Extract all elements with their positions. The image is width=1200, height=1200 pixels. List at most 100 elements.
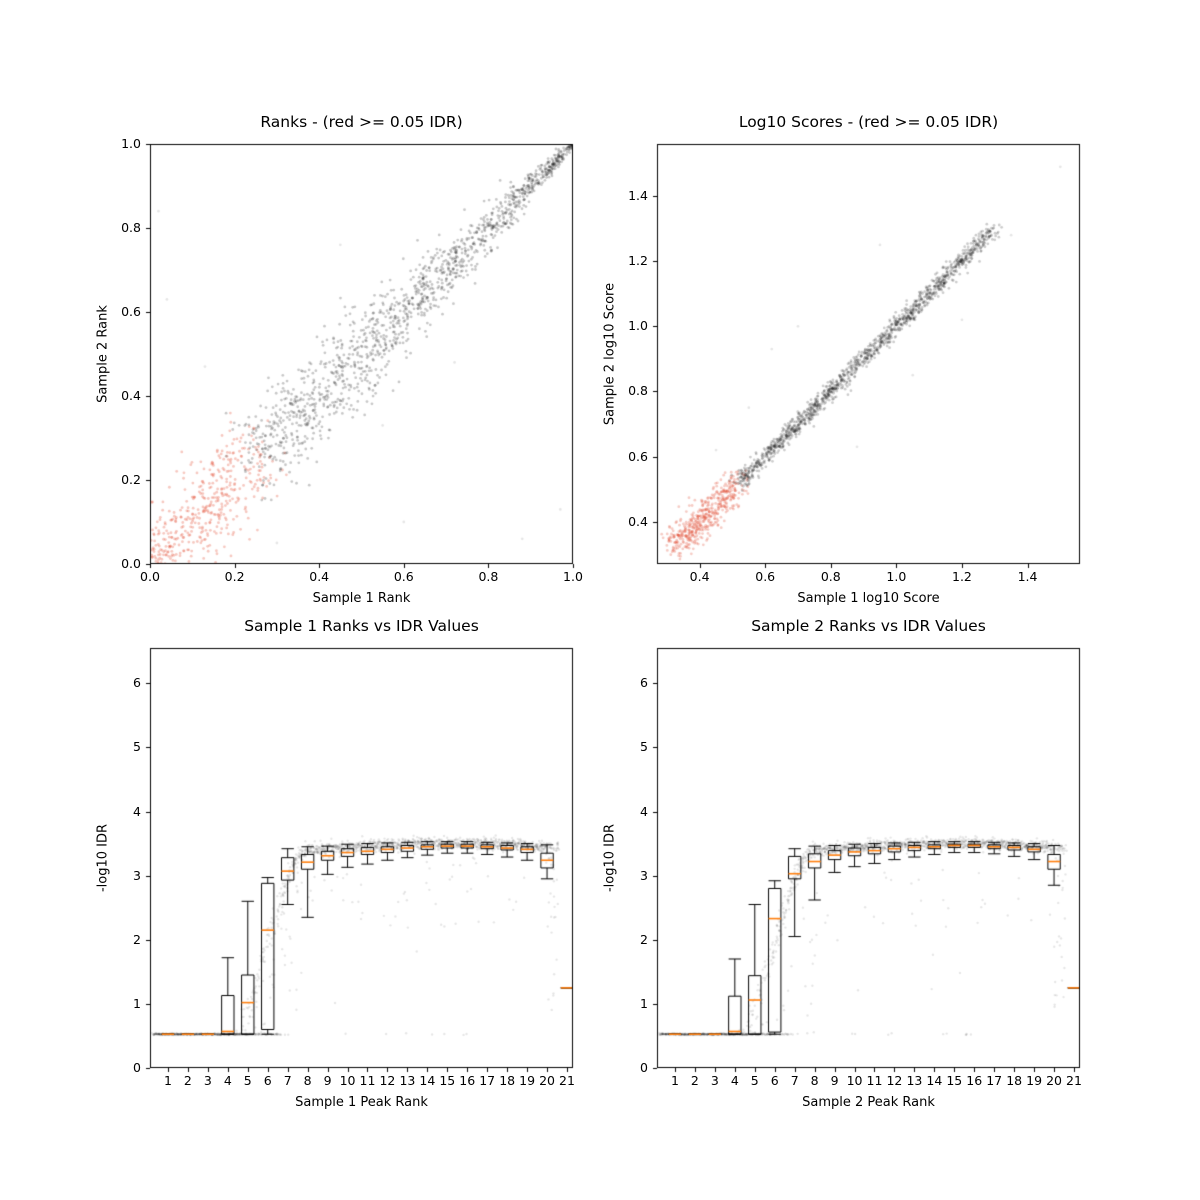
x-tick-label: 18 xyxy=(1006,1073,1023,1088)
x-tick-label: 15 xyxy=(946,1073,963,1088)
x-tick-label: 17 xyxy=(986,1073,1003,1088)
x-tick-label: 13 xyxy=(906,1073,923,1088)
x-tick-label: 9 xyxy=(830,1073,839,1088)
y-tick-label: 4 xyxy=(640,803,648,819)
y-tick-label: 1.2 xyxy=(628,252,648,268)
subplot-sample1-rank-vs-idr: Sample 1 Ranks vs IDR Values Sample 1 Pe… xyxy=(96,617,581,1110)
x-tick-label: 0.0 xyxy=(140,569,160,584)
y-tick-label: 0.6 xyxy=(121,303,141,319)
x-tick-label: 16 xyxy=(459,1073,476,1088)
y-tick-label: 1 xyxy=(640,995,648,1011)
y-tick-label: 0.2 xyxy=(121,471,141,487)
x-tick-label: 1.0 xyxy=(563,569,583,584)
y-tick-label: 5 xyxy=(133,739,141,755)
y-tick-label: 0 xyxy=(640,1059,648,1075)
x-tick-label: 5 xyxy=(750,1073,759,1088)
x-tick-label: 12 xyxy=(886,1073,903,1088)
x-tick-label: 18 xyxy=(499,1073,516,1088)
y-tick-label: 2 xyxy=(640,931,648,947)
y-axis-label-sample2-log10-score: Sample 2 log10 Score xyxy=(602,282,618,426)
subplot-sample2-rank-vs-idr: Sample 2 Ranks vs IDR Values Sample 2 Pe… xyxy=(603,617,1088,1110)
x-tick-label: 14 xyxy=(419,1073,436,1088)
x-tick-label: 19 xyxy=(519,1073,536,1088)
y-tick-label: 6 xyxy=(640,675,648,691)
x-axis-label-sample1-peak-rank: Sample 1 Peak Rank xyxy=(295,1095,428,1110)
y-tick-label: 0.6 xyxy=(628,448,648,464)
x-tick-label: 11 xyxy=(866,1073,883,1088)
x-tick-label: 0.8 xyxy=(820,569,841,584)
x-tick-label: 7 xyxy=(790,1073,799,1088)
y-tick-label: 4 xyxy=(133,803,141,819)
y-axis-label-neglog10-idr-right: -log10 IDR xyxy=(602,823,618,893)
y-tick-label: 0 xyxy=(133,1059,141,1075)
x-tick-label: 6 xyxy=(263,1073,272,1088)
ranks-scatter-canvas xyxy=(142,136,581,572)
x-tick-label: 2 xyxy=(183,1073,192,1088)
plot-title-sample2-idr: Sample 2 Ranks vs IDR Values xyxy=(751,617,986,635)
x-tick-label: 13 xyxy=(399,1073,416,1088)
sample2-rank-vs-idr-canvas xyxy=(649,640,1088,1076)
x-tick-label: 0.4 xyxy=(309,569,330,584)
x-tick-label: 17 xyxy=(479,1073,496,1088)
y-tick-label: 3 xyxy=(640,867,648,883)
x-tick-label: 14 xyxy=(926,1073,943,1088)
y-tick-label: 0.4 xyxy=(121,387,141,403)
y-tick-label: 3 xyxy=(133,867,141,883)
x-tick-label: 1.4 xyxy=(1017,569,1038,584)
x-tick-label: 5 xyxy=(243,1073,252,1088)
y-axis-label-neglog10-idr-left: -log10 IDR xyxy=(95,823,111,893)
x-tick-label: 8 xyxy=(810,1073,819,1088)
y-tick-label: 0.8 xyxy=(628,383,648,399)
x-axis-label-sample1-log10-score: Sample 1 log10 Score xyxy=(797,591,940,606)
y-tick-label: 0.8 xyxy=(121,219,141,235)
y-tick-label: 0.4 xyxy=(628,513,648,529)
x-tick-label: 1.2 xyxy=(952,569,972,584)
x-tick-label: 20 xyxy=(1046,1073,1062,1088)
x-tick-label: 1 xyxy=(670,1073,679,1088)
x-tick-label: 4 xyxy=(223,1073,232,1088)
subplot-ranks-scatter: Ranks - (red >= 0.05 IDR) Sample 1 Rank … xyxy=(96,113,583,606)
x-tick-label: 3 xyxy=(710,1073,719,1088)
x-tick-label: 21 xyxy=(1066,1073,1082,1088)
y-tick-label: 2 xyxy=(133,931,141,947)
x-axis-label-sample2-peak-rank: Sample 2 Peak Rank xyxy=(802,1095,935,1110)
y-tick-label: 0.0 xyxy=(121,555,141,571)
x-tick-label: 10 xyxy=(339,1073,356,1088)
x-tick-label: 4 xyxy=(730,1073,739,1088)
x-axis-label-sample1-rank: Sample 1 Rank xyxy=(312,591,411,606)
x-tick-label: 9 xyxy=(323,1073,332,1088)
x-tick-label: 16 xyxy=(966,1073,983,1088)
x-tick-label: 8 xyxy=(303,1073,312,1088)
x-tick-label: 0.6 xyxy=(755,569,776,584)
y-tick-label: 1 xyxy=(133,995,141,1011)
plot-title-ranks: Ranks - (red >= 0.05 IDR) xyxy=(260,113,463,131)
plot-title-sample1-idr: Sample 1 Ranks vs IDR Values xyxy=(244,617,479,635)
x-tick-label: 11 xyxy=(359,1073,376,1088)
y-tick-label: 1.0 xyxy=(121,135,141,151)
x-tick-label: 0.2 xyxy=(224,569,245,584)
x-tick-label: 3 xyxy=(203,1073,212,1088)
x-tick-label: 0.4 xyxy=(689,569,710,584)
x-tick-label: 21 xyxy=(559,1073,575,1088)
x-tick-label: 6 xyxy=(770,1073,779,1088)
x-tick-label: 7 xyxy=(283,1073,292,1088)
x-tick-label: 10 xyxy=(846,1073,863,1088)
x-tick-label: 0.8 xyxy=(478,569,499,584)
plot-title-log10-scores: Log10 Scores - (red >= 0.05 IDR) xyxy=(738,113,999,131)
sample1-rank-vs-idr-canvas xyxy=(142,640,581,1076)
x-tick-label: 20 xyxy=(539,1073,555,1088)
subplot-log10-scores-scatter: Log10 Scores - (red >= 0.05 IDR) Sample … xyxy=(603,113,1088,606)
y-tick-label: 6 xyxy=(133,675,141,691)
x-tick-label: 19 xyxy=(1026,1073,1043,1088)
y-tick-label: 1.0 xyxy=(628,318,648,334)
log10-scores-scatter-canvas xyxy=(649,136,1088,572)
x-tick-label: 0.6 xyxy=(393,569,414,584)
x-tick-label: 2 xyxy=(690,1073,699,1088)
y-tick-label: 1.4 xyxy=(628,187,648,203)
x-tick-label: 1.0 xyxy=(886,569,907,584)
y-axis-label-sample2-rank: Sample 2 Rank xyxy=(95,305,111,403)
x-tick-label: 15 xyxy=(439,1073,456,1088)
x-tick-label: 1 xyxy=(163,1073,172,1088)
x-tick-label: 12 xyxy=(379,1073,396,1088)
